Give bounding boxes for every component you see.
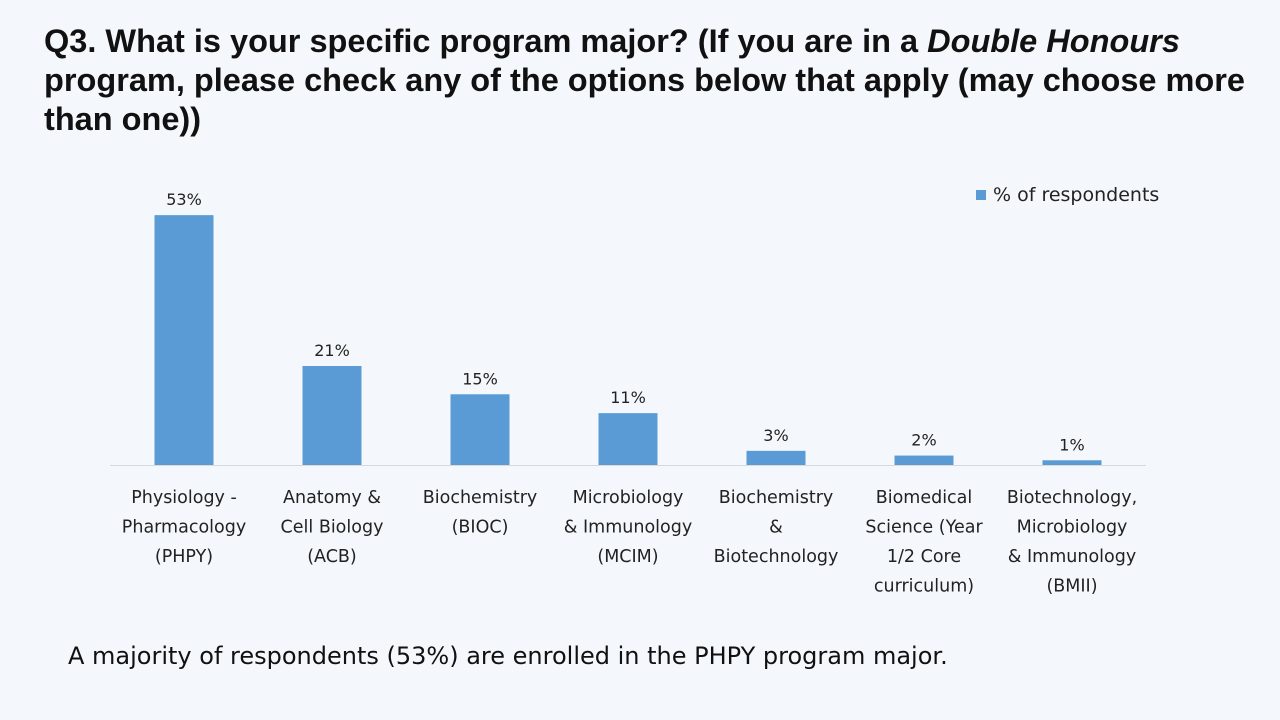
category-label-1-line-3: (PHPY) xyxy=(155,547,213,567)
bar-7 xyxy=(1042,460,1102,465)
data-label-6: 2% xyxy=(911,431,936,450)
category-label-7-line-4: (BMII) xyxy=(1046,577,1097,597)
category-label-5-line-3: Biotechnology xyxy=(714,547,839,567)
bar-1 xyxy=(154,215,214,465)
bar-2 xyxy=(302,366,362,465)
bar-4 xyxy=(598,413,658,465)
category-label-7-line-2: Microbiology xyxy=(1017,518,1128,538)
legend-swatch xyxy=(976,190,986,200)
chart-legend: % of respondents xyxy=(976,184,1159,206)
title-text-part2: program, please check any of the options… xyxy=(44,62,1245,137)
category-label-4-line-3: (MCIM) xyxy=(597,547,658,567)
category-label-2-line-1: Anatomy & xyxy=(283,488,381,508)
category-label-2-line-2: Cell Biology xyxy=(281,518,384,538)
category-label-5-line-1: Biochemistry xyxy=(719,488,834,508)
category-label-4-line-1: Microbiology xyxy=(573,488,684,508)
legend-label: % of respondents xyxy=(993,184,1160,206)
category-label-3-line-2: (BIOC) xyxy=(452,518,509,538)
category-label-1-line-1: Physiology - xyxy=(131,488,237,508)
category-label-1-line-2: Pharmacology xyxy=(122,518,246,538)
slide-footnote: A majority of respondents (53%) are enro… xyxy=(68,642,948,670)
data-label-3: 15% xyxy=(462,369,498,388)
data-label-5: 3% xyxy=(763,426,788,445)
category-label-6-line-2: Science (Year xyxy=(865,518,983,538)
category-label-6-line-1: Biomedical xyxy=(876,488,973,508)
category-label-6-line-4: curriculum) xyxy=(874,577,974,597)
category-label-4-line-2: & Immunology xyxy=(564,518,692,538)
data-label-7: 1% xyxy=(1059,435,1084,454)
data-label-2: 21% xyxy=(314,341,350,360)
category-label-7-line-1: Biotechnology, xyxy=(1007,488,1137,508)
title-text-emphasis: Double Honours xyxy=(927,23,1180,59)
slide-title: Q3. What is your specific program major?… xyxy=(44,22,1264,139)
category-label-2-line-3: (ACB) xyxy=(307,547,357,567)
category-label-6-line-3: 1/2 Core xyxy=(887,547,961,567)
bar-3 xyxy=(450,394,510,465)
category-label-3-line-1: Biochemistry xyxy=(423,488,538,508)
category-label-7-line-3: & Immunology xyxy=(1008,547,1136,567)
title-text-part1: Q3. What is your specific program major?… xyxy=(44,23,928,59)
bar-6 xyxy=(894,455,954,465)
bar-5 xyxy=(746,450,806,465)
data-label-4: 11% xyxy=(610,388,646,407)
category-label-5-line-2: & xyxy=(769,518,783,538)
bar-chart: 53% Physiology - Pharmacology (PHPY) 21% Anat… xyxy=(110,190,1146,597)
data-label-1: 53% xyxy=(166,190,202,209)
